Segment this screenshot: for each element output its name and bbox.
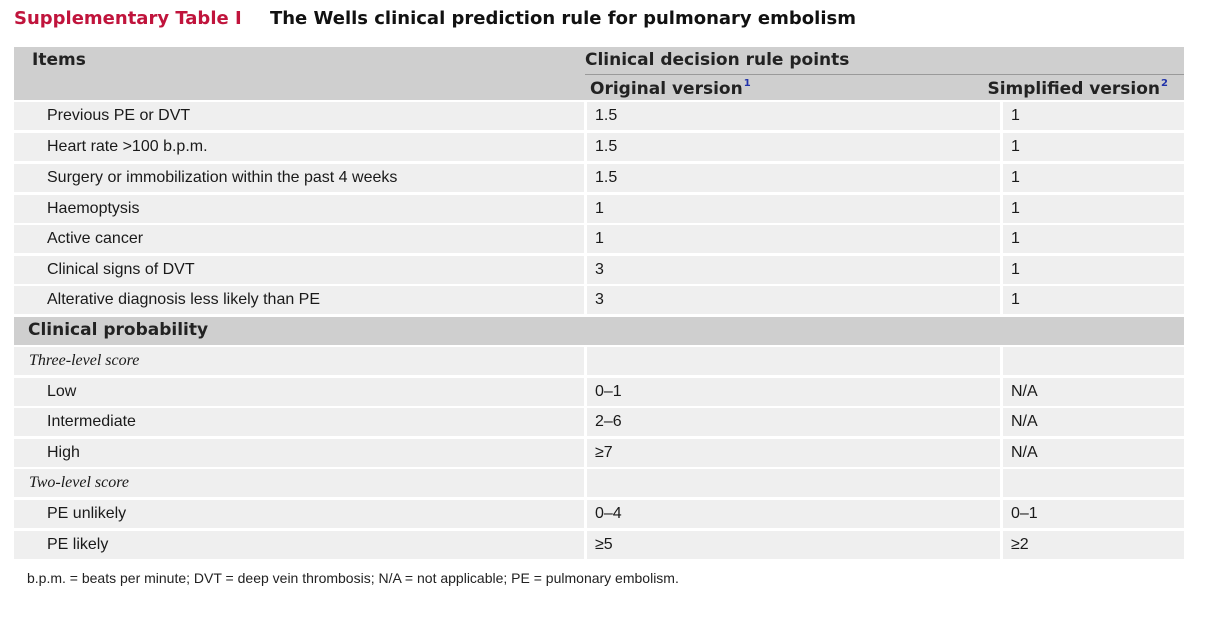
table-row: Alterative diagnosis less likely than PE…	[14, 286, 1184, 314]
header-original: Original version1	[590, 78, 751, 99]
item-name: Low	[47, 383, 77, 400]
simplified-value: 1	[1011, 200, 1020, 217]
original-value: 3	[595, 261, 604, 278]
item-name: PE unlikely	[47, 505, 127, 522]
header-points: Clinical decision rule points	[585, 50, 850, 70]
original-value: 0–4	[595, 505, 622, 522]
table-label: Supplementary Table I	[14, 8, 242, 29]
item-name: PE likely	[47, 536, 109, 553]
item-name: Haemoptysis	[47, 200, 140, 217]
simplified-value: N/A	[1011, 383, 1038, 400]
header-simplified: Simplified version2	[987, 78, 1168, 99]
item-name: Intermediate	[47, 413, 136, 430]
original-value: 1.5	[595, 169, 618, 186]
item-name: Active cancer	[47, 230, 144, 247]
original-value: 1	[595, 200, 604, 217]
table-row: Active cancer 1 1	[14, 225, 1184, 253]
simplified-value: 1	[1011, 291, 1020, 308]
original-value: ≥7	[595, 444, 613, 461]
item-name: Heart rate >100 b.p.m.	[47, 138, 208, 155]
original-value: 0–1	[595, 383, 622, 400]
table-row: PE unlikely 0–4 0–1	[14, 500, 1184, 528]
table-row: Intermediate 2–6 N/A	[14, 408, 1184, 436]
simplified-value: N/A	[1011, 444, 1038, 461]
simplified-value: 1	[1011, 138, 1020, 155]
table-row: PE likely ≥5 ≥2	[14, 531, 1184, 559]
item-name: Previous PE or DVT	[47, 107, 191, 124]
original-value: ≥5	[595, 536, 613, 553]
simplified-value: 1	[1011, 230, 1020, 247]
table-row: Haemoptysis 1 1	[14, 195, 1184, 223]
item-name: High	[47, 444, 80, 461]
table-row: Surgery or immobilization within the pas…	[14, 164, 1184, 192]
simplified-value: 1	[1011, 169, 1020, 186]
item-name: Alterative diagnosis less likely than PE	[47, 291, 321, 308]
table-header: Items Clinical decision rule points Orig…	[14, 47, 1184, 100]
table-row: Clinical signs of DVT 3 1	[14, 256, 1184, 284]
table-row: Low 0–1 N/A	[14, 378, 1184, 406]
table-row: Heart rate >100 b.p.m. 1.5 1	[14, 133, 1184, 161]
table-caption: The Wells clinical prediction rule for p…	[269, 8, 856, 29]
subsection-row: Three-level score	[14, 347, 1184, 375]
table-footnote: b.p.m. = beats per minute; DVT = deep ve…	[27, 570, 679, 586]
simplified-value: 0–1	[1011, 505, 1038, 522]
original-value: 1.5	[595, 138, 618, 155]
original-value: 1.5	[595, 107, 618, 124]
subsection-label: Three-level score	[29, 352, 140, 369]
item-name: Surgery or immobilization within the pas…	[47, 169, 398, 186]
simplified-value: 1	[1011, 107, 1020, 124]
table-row: High ≥7 N/A	[14, 439, 1184, 467]
simplified-value: ≥2	[1011, 536, 1029, 553]
table-title: Supplementary Table I The Wells clinical…	[14, 8, 856, 34]
simplified-value: N/A	[1011, 413, 1038, 430]
header-rule	[585, 74, 1184, 75]
header-items: Items	[32, 50, 86, 70]
section-heading-label: Clinical probability	[28, 320, 209, 340]
simplified-value: 1	[1011, 261, 1020, 278]
ref-2: 2	[1161, 78, 1168, 89]
subsection-label: Two-level score	[29, 474, 129, 491]
ref-1: 1	[743, 78, 751, 89]
item-name: Clinical signs of DVT	[47, 261, 195, 278]
original-value: 2–6	[595, 413, 622, 430]
original-value: 1	[595, 230, 604, 247]
original-value: 3	[595, 291, 604, 308]
section-heading: Clinical probability	[14, 317, 1184, 345]
subsection-row: Two-level score	[14, 469, 1184, 497]
table-row: Previous PE or DVT 1.5 1	[14, 102, 1184, 130]
